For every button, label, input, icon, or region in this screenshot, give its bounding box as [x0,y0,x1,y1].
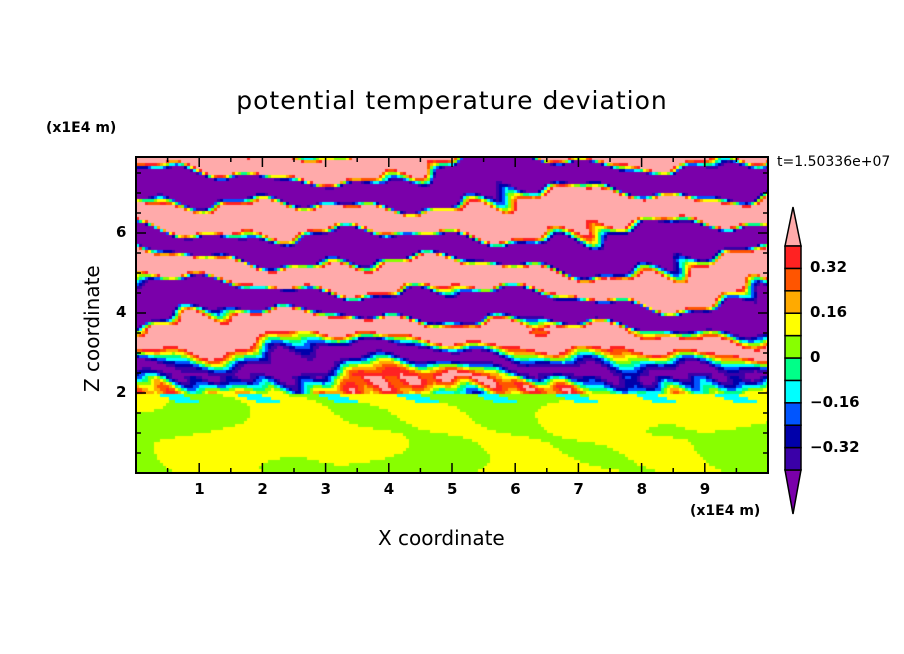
x-tick-label: 5 [447,480,458,498]
x-tick-label: 6 [510,480,521,498]
colorbar-box [784,357,802,382]
colorbar-box [784,424,802,449]
colorbar-label: 0 [810,348,821,366]
x-tick-label: 7 [573,480,584,498]
colorbar-box [784,334,802,359]
contour-field [136,157,768,473]
x-tick-label: 3 [320,480,332,498]
x-tick-label: 2 [257,480,268,498]
y-tick-label: 2 [116,383,127,401]
x-tick-label: 1 [194,480,205,498]
colorbar-box [784,312,802,337]
x-axis-label: X coordinate [378,526,505,550]
colorbar-box [784,402,802,426]
colorbar-box [784,446,802,471]
chart-title: potential temperature deviation [236,86,668,115]
x-unit-label: (x1E4 m) [690,503,761,519]
colorbar-box [784,267,802,292]
colorbar-label: −0.32 [810,437,860,456]
y-unit-label: (x1E4 m) [46,120,117,136]
colorbar-extend-low [784,469,802,515]
y-tick-label: 6 [116,223,127,241]
colorbar-extend-high [784,206,802,247]
colorbar-box [784,290,802,314]
x-tick-label: 9 [699,480,711,498]
time-label: t=1.50336e+07 [777,154,891,170]
colorbar-label: −0.16 [810,392,860,411]
x-tick-label: 8 [636,480,648,498]
colorbar-box [784,379,802,404]
y-tick-label: 4 [116,303,127,321]
x-tick-label: 4 [383,480,395,498]
plot-frame [135,156,769,474]
colorbar-label: 0.16 [810,303,848,322]
colorbar-box [784,245,802,270]
colorbar-label: 0.32 [810,258,848,277]
